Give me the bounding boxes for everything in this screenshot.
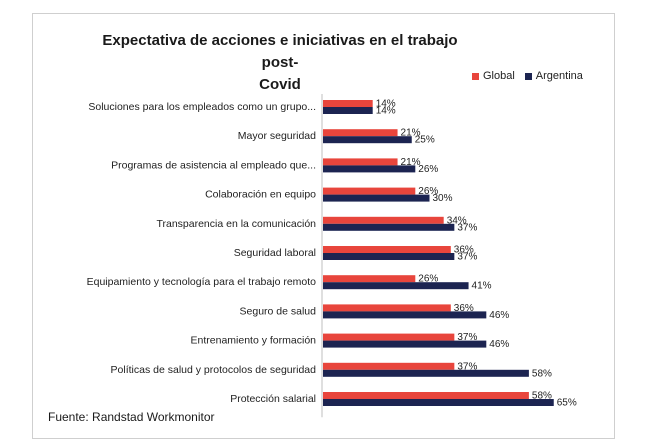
data-label-argentina: 37% [457,252,477,263]
category-label: Transparencia en la comunicación [156,218,316,230]
bar-global [323,100,373,107]
category-label: Programas de asistencia al empleado que.… [111,159,316,171]
data-label-global: 37% [457,332,477,343]
bar-global [323,158,398,166]
source-note: Fuente: Randstad Workmonitor [48,410,215,424]
bar-argentina [323,369,529,377]
bar-global [323,275,416,283]
data-label-argentina: 37% [457,222,477,233]
data-label-global: 36% [454,245,474,256]
category-label: Soluciones para los empleados como un gr… [88,101,316,113]
bar-argentina [323,223,455,231]
data-label-global: 26% [418,274,438,285]
data-label-global: 14% [376,99,396,110]
data-label-global: 21% [401,128,421,139]
data-label-argentina: 58% [532,368,552,379]
data-label-global: 37% [457,361,477,372]
category-label: Seguro de salud [240,305,317,317]
data-label-argentina: 14% [376,106,396,117]
bar-global [323,216,444,224]
bar-argentina [323,311,487,319]
data-label-argentina: 41% [472,281,492,292]
legend-label-global: Global [483,70,515,82]
data-label-global: 21% [401,157,421,168]
data-label-argentina: 25% [415,135,435,146]
bar-global [323,304,451,312]
legend-label-argentina: Argentina [535,70,583,82]
category-label: Equipamiento y tecnología para el trabaj… [87,276,317,288]
chart-title: Expectativa de acciones e iniciativas en… [90,30,470,96]
data-label-global: 34% [447,215,467,226]
data-label-argentina: 46% [489,339,509,350]
bar-argentina [323,194,430,202]
bar-argentina [323,399,554,406]
category-label: Colaboración en equipo [205,189,316,201]
bar-argentina [323,253,455,260]
category-label: Políticas de salud y protocolos de segur… [111,364,317,376]
data-label-global: 26% [418,186,438,197]
chart-legend: Global Argentina [472,70,593,82]
data-label-argentina: 65% [557,398,577,409]
legend-item-global: Global [472,70,515,82]
data-label-global: 36% [454,303,474,314]
data-label-argentina: 26% [418,164,438,175]
bar-global [323,333,455,341]
bar-argentina [323,340,487,348]
bar-global [323,187,416,195]
category-label: Mayor seguridad [238,130,316,142]
legend-swatch-argentina [524,72,532,80]
data-label-argentina: 30% [433,193,453,204]
bar-argentina [323,165,416,173]
legend-swatch-global [472,72,479,80]
category-label: Entrenamiento y formación [191,335,317,347]
bar-global [323,362,455,370]
bar-global [323,129,398,137]
bar-argentina [323,282,469,290]
data-label-argentina: 46% [489,310,509,321]
category-label: Protección salarial [230,393,316,405]
data-label-global: 58% [532,391,552,402]
chart-title-line-1: Expectativa de acciones e iniciativas en… [102,32,458,71]
bar-global [323,246,451,253]
category-label: Seguridad laboral [234,247,316,259]
legend-item-argentina: Argentina [524,70,583,82]
bar-argentina [323,136,412,144]
bar-global [323,392,529,399]
chart-title-line-2: Covid [259,76,301,93]
bar-argentina [323,107,373,114]
